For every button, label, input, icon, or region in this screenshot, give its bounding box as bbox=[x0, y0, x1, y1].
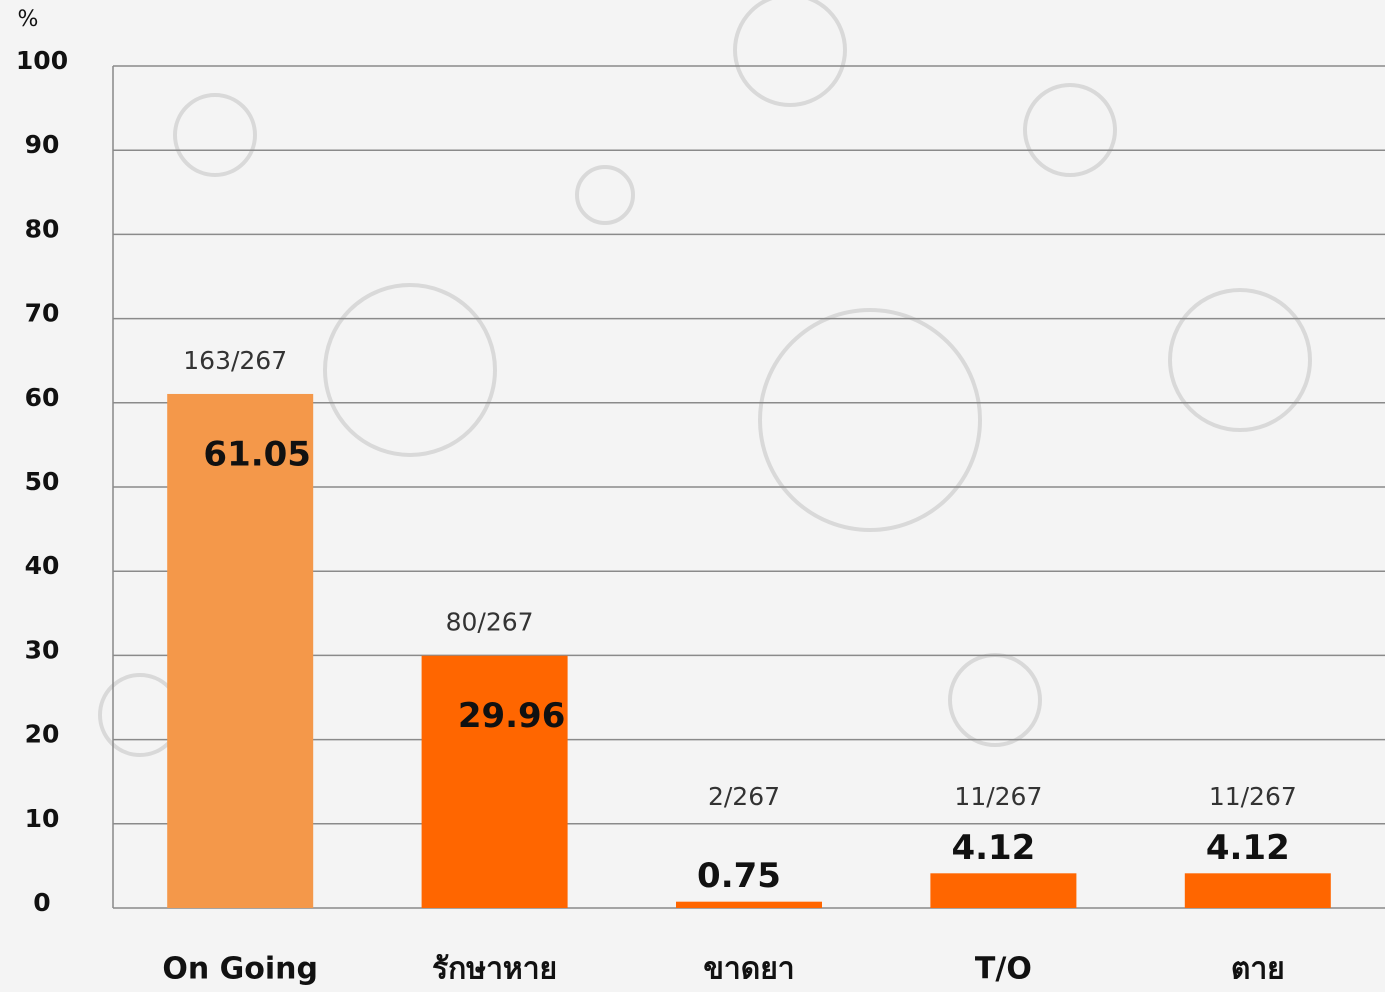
annotation: 2/267 bbox=[708, 782, 780, 811]
y-tick-label: 90 bbox=[25, 130, 60, 159]
bar bbox=[930, 873, 1077, 908]
background-pattern bbox=[98, 0, 1312, 757]
value-label: 29.96 bbox=[458, 696, 566, 736]
x-tick-label: รักษาหาย bbox=[432, 952, 557, 987]
annotation: 11/267 bbox=[954, 782, 1042, 811]
y-tick-label: 100 bbox=[16, 46, 68, 75]
y-tick-label: 40 bbox=[25, 551, 60, 580]
annotation: 163/267 bbox=[183, 346, 287, 375]
x-tick-label: T/O bbox=[975, 952, 1032, 987]
y-tick-label: 70 bbox=[25, 299, 60, 328]
bar bbox=[1184, 873, 1331, 908]
y-tick-label: 50 bbox=[25, 467, 60, 496]
y-tick-label: 30 bbox=[25, 635, 60, 664]
annotation: 80/267 bbox=[446, 608, 534, 637]
value-label: 4.12 bbox=[1206, 828, 1290, 868]
value-label: 0.75 bbox=[697, 856, 781, 896]
value-label: 61.05 bbox=[203, 434, 311, 474]
y-tick-label: 20 bbox=[25, 720, 60, 749]
x-tick-label: On Going bbox=[162, 952, 318, 987]
y-tick-label: 10 bbox=[25, 804, 60, 833]
x-tick-label: ตาย bbox=[1231, 952, 1285, 987]
bar bbox=[421, 655, 568, 908]
y-axis-label: % bbox=[18, 7, 39, 32]
y-tick-label: 0 bbox=[33, 888, 50, 917]
y-tick-label: 80 bbox=[25, 214, 60, 243]
bar bbox=[676, 901, 822, 908]
value-label: 4.12 bbox=[951, 828, 1035, 868]
y-tick-label: 60 bbox=[25, 383, 60, 412]
annotation: 11/267 bbox=[1209, 782, 1297, 811]
bar bbox=[167, 393, 314, 909]
x-tick-label: ขาดยา bbox=[703, 952, 794, 987]
